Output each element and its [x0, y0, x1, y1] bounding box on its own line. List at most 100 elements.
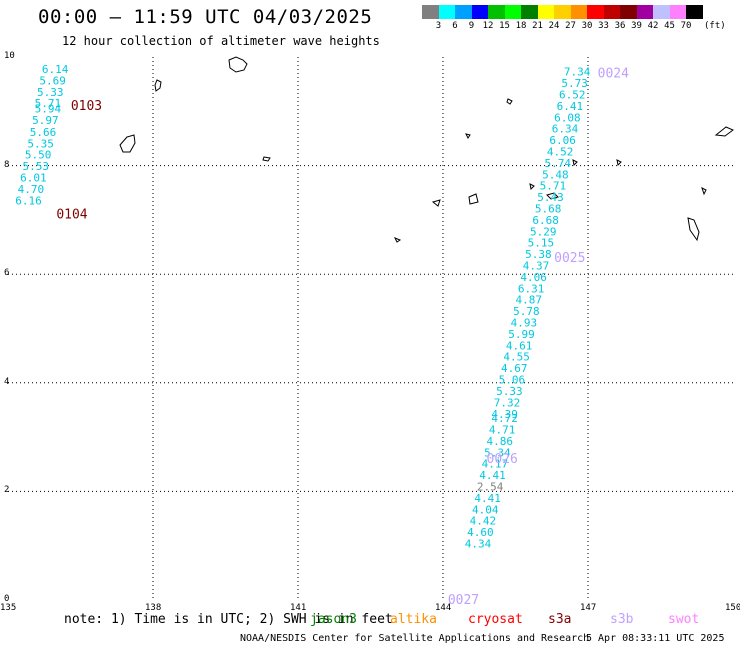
colorbar-label: 33 [598, 21, 609, 31]
wave-height-label: 6.08 [554, 111, 581, 124]
wave-height-label: 4.41 [474, 492, 501, 505]
colorbar-label: 24 [548, 21, 560, 31]
colorbar-label: 15 [499, 21, 510, 31]
satellite-legend-item: cryosat [468, 612, 523, 627]
island-outline [701, 187, 707, 196]
y-tick-label: 10 [4, 51, 15, 61]
track-id-labels: 0103 0104 0024 0025 0026 0027 [56, 66, 629, 608]
track-id-label: 0027 [448, 593, 479, 608]
island-outline [393, 237, 402, 243]
wave-height-label: 5.33 [37, 86, 64, 99]
timestamp-text: 5 Apr 08:33:11 UTC 2025 [586, 633, 725, 644]
wave-height-label: 4.71 [489, 423, 515, 436]
wave-height-label: 5.34 [484, 446, 511, 459]
wave-height-label: 5.29 [530, 225, 557, 238]
track-id-label: 0026 [487, 452, 518, 467]
wave-height-label: 5.48 [542, 168, 569, 181]
colorbar-swatch [504, 5, 521, 19]
island-outline [616, 159, 622, 167]
island-outline [506, 98, 513, 105]
wave-height-label: 5.69 [39, 74, 66, 87]
wave-height-label: 4.17 [482, 458, 509, 471]
wave-height-label: 5.71 [35, 97, 62, 110]
colorbar-label: 6 [452, 21, 458, 31]
island-outline [714, 126, 734, 137]
wave-height-label: 5.73 [561, 77, 588, 90]
wave-height-label: 5.99 [508, 328, 535, 341]
colorbar-unit: (ft) [704, 21, 726, 31]
track-id-label: 0025 [554, 251, 585, 266]
y-tick-label: 6 [4, 268, 10, 279]
wave-height-label: 4.93 [511, 317, 537, 330]
wave-height-label: 5.06 [499, 374, 526, 387]
wave-height-label: 5.50 [25, 149, 51, 162]
x-tick-label: 135 [0, 603, 17, 613]
wave-height-label: 5.35 [27, 137, 54, 150]
wave-height-label: 5.68 [535, 202, 562, 215]
colorbar-swatch [471, 5, 488, 19]
page-title: 00:00 – 11:59 UTC 04/03/2025 [38, 6, 373, 28]
credit-text: NOAA/NESDIS Center for Satellite Applica… [240, 633, 590, 644]
wave-height-label: 6.31 [518, 282, 545, 295]
wave-height-label: 6.01 [20, 172, 47, 185]
island-outline [431, 199, 441, 207]
wave-height-label: 5.53 [23, 160, 50, 173]
colorbar-label: 27 [565, 21, 576, 31]
colorbar-swatch [537, 5, 554, 19]
island-outline [119, 134, 136, 153]
wave-height-label: 5.97 [32, 114, 59, 127]
colorbar-swatch [570, 5, 587, 19]
page-subtitle: 12 hour collection of altimeter wave hei… [62, 34, 380, 48]
wave-height-label: 7.34 [564, 66, 591, 79]
wave-height-label: 6.52 [559, 88, 586, 101]
x-tick-label: 138 [145, 603, 162, 613]
colorbar-label: 18 [515, 21, 527, 31]
wave-height-label: 5.94 [35, 103, 62, 116]
colorbar-swatch [422, 5, 439, 19]
island-outline [572, 159, 578, 167]
wave-height-label: 5.33 [496, 385, 522, 398]
wave-height-label: 7.32 [494, 396, 521, 409]
satellite-legend-item: swot [668, 612, 700, 627]
colorbar-label: 42 [647, 21, 659, 31]
colorbar-label: 3 [435, 21, 442, 31]
colorbar-label: 21 [532, 21, 543, 31]
wave-height-label: 4.41 [479, 469, 506, 482]
colorbar-label: 70 [680, 21, 692, 31]
y-tick-label: 4 [4, 376, 10, 387]
track-id-label: 0104 [56, 207, 87, 222]
wave-height-label: 4.61 [506, 339, 533, 352]
wave-height-label: 4.04 [472, 503, 499, 516]
island-outline [546, 192, 559, 200]
map-gridlines [8, 57, 733, 600]
wave-height-label: 4.39 [491, 408, 518, 421]
satellite-legend-item: altika [390, 612, 437, 627]
island-outline [529, 183, 535, 191]
track-id-label: 0103 [71, 99, 102, 114]
wave-height-label: 4.67 [501, 362, 528, 375]
footer-note: note: 1) Time is in UTC; 2) SWH is in fe… [64, 612, 393, 627]
colorbar-swatch [686, 5, 703, 19]
wave-height-label: 5.43 [537, 191, 564, 204]
y-tick-label: 0 [4, 594, 10, 604]
colorbar-label: 45 [664, 21, 675, 31]
island-outline [154, 79, 162, 92]
colorbar-swatch [554, 5, 571, 19]
colorbar-swatch [603, 5, 620, 19]
wave-height-label: 5.78 [513, 305, 540, 318]
wave-height-label: 5.38 [525, 248, 552, 261]
colorbar-swatch [620, 5, 637, 19]
x-tick-label: 147 [580, 603, 597, 613]
colorbar-swatch [587, 5, 604, 19]
colorbar-label: 36 [614, 21, 626, 31]
colorbar-label: 9 [468, 21, 475, 31]
colorbar-swatch [521, 5, 538, 19]
wave-height-label: 4.60 [467, 526, 494, 539]
wave-height-label: 5.15 [528, 237, 555, 250]
x-tick-label: 144 [435, 603, 452, 613]
wave-height-label: 4.55 [503, 351, 529, 364]
track-id-label: 0024 [598, 66, 629, 81]
colorbar-swatch [488, 5, 505, 19]
